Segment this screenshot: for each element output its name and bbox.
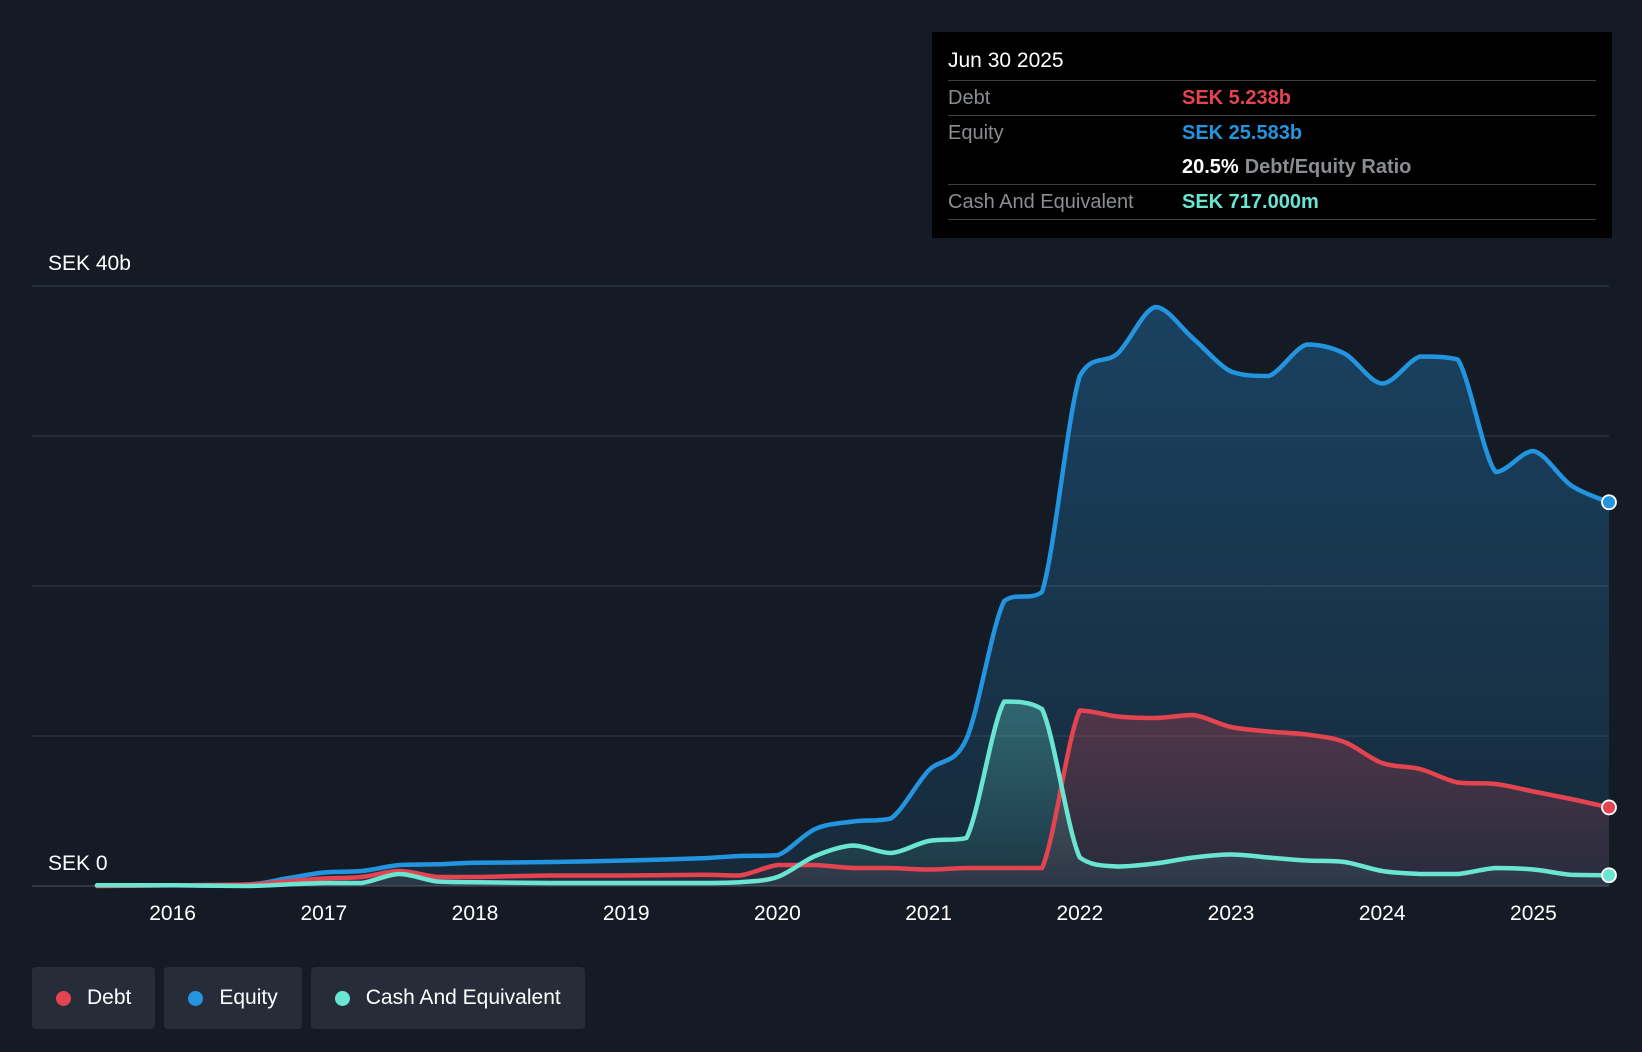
series-areas — [97, 307, 1609, 886]
y-axis-top-label: SEK 40b — [48, 252, 131, 275]
tooltip-ratio-row: 20.5% Debt/Equity Ratio — [948, 150, 1596, 184]
cash-line — [94, 699, 1612, 889]
cash-area — [97, 701, 1609, 886]
x-tick-label-2019: 2019 — [603, 902, 650, 925]
legend-dot-equity-icon — [188, 990, 204, 1006]
tooltip-debt-value: SEK 5.238b — [1182, 86, 1291, 109]
x-tick-label-2020: 2020 — [754, 902, 801, 925]
legend-label-cash: Cash And Equivalent — [365, 986, 561, 1009]
end-markers — [1601, 494, 1617, 884]
tooltip-ratio-value: 20.5% — [1182, 155, 1239, 178]
tooltip-cash-label: Cash And Equivalent — [948, 190, 1134, 213]
legend-dot-debt-icon — [56, 990, 71, 1006]
equity-end-marker — [1601, 494, 1617, 511]
equity-line — [94, 304, 1612, 888]
cash-end-marker — [1601, 867, 1617, 884]
chart-legend: Debt Equity Cash And Equivalent — [32, 967, 585, 1029]
debt-area — [97, 710, 1609, 886]
series-lines — [94, 304, 1612, 889]
legend-item-debt[interactable]: Debt — [32, 967, 156, 1029]
x-tick-label-2017: 2017 — [300, 902, 347, 925]
x-tick-label-2025: 2025 — [1510, 902, 1557, 925]
tooltip-panel: Jun 30 2025 Debt SEK 5.238b Equity SEK 2… — [932, 32, 1612, 238]
tooltip-equity-value: SEK 25.583b — [1182, 121, 1303, 144]
y-axis-bottom-label: SEK 0 — [48, 852, 108, 875]
tooltip-cash-row: Cash And Equivalent SEK 717.000m — [948, 184, 1596, 220]
debt-end-marker — [1601, 799, 1617, 816]
x-tick-label-2016: 2016 — [149, 902, 196, 925]
axis-labels: SEK 40b SEK 0 2016 2017 2018 2019 2020 2021 2022… — [48, 252, 1557, 925]
x-tick-label-2022: 2022 — [1056, 902, 1103, 925]
tooltip-debt-label: Debt — [948, 86, 991, 109]
tooltip-date: Jun 30 2025 — [948, 49, 1064, 72]
legend-item-cash[interactable]: Cash And Equivalent — [310, 967, 585, 1029]
tooltip-ratio-label: Debt/Equity Ratio — [1244, 155, 1412, 178]
tooltip-cash-value: SEK 717.000m — [1182, 190, 1319, 213]
tooltip-debt-row: Debt SEK 5.238b — [948, 80, 1596, 115]
legend-dot-cash-icon — [334, 990, 350, 1006]
legend-label-debt: Debt — [87, 986, 132, 1009]
tooltip-equity-row: Equity SEK 25.583b — [948, 115, 1596, 150]
tooltip-equity-label: Equity — [948, 121, 1004, 144]
legend-item-equity[interactable]: Equity — [164, 967, 302, 1029]
debt-line — [94, 708, 1612, 889]
x-tick-label-2021: 2021 — [905, 902, 952, 925]
x-tick-label-2018: 2018 — [452, 902, 499, 925]
x-tick-label-2024: 2024 — [1359, 902, 1406, 925]
x-tick-label-2023: 2023 — [1208, 902, 1255, 925]
legend-label-equity: Equity — [219, 986, 278, 1009]
